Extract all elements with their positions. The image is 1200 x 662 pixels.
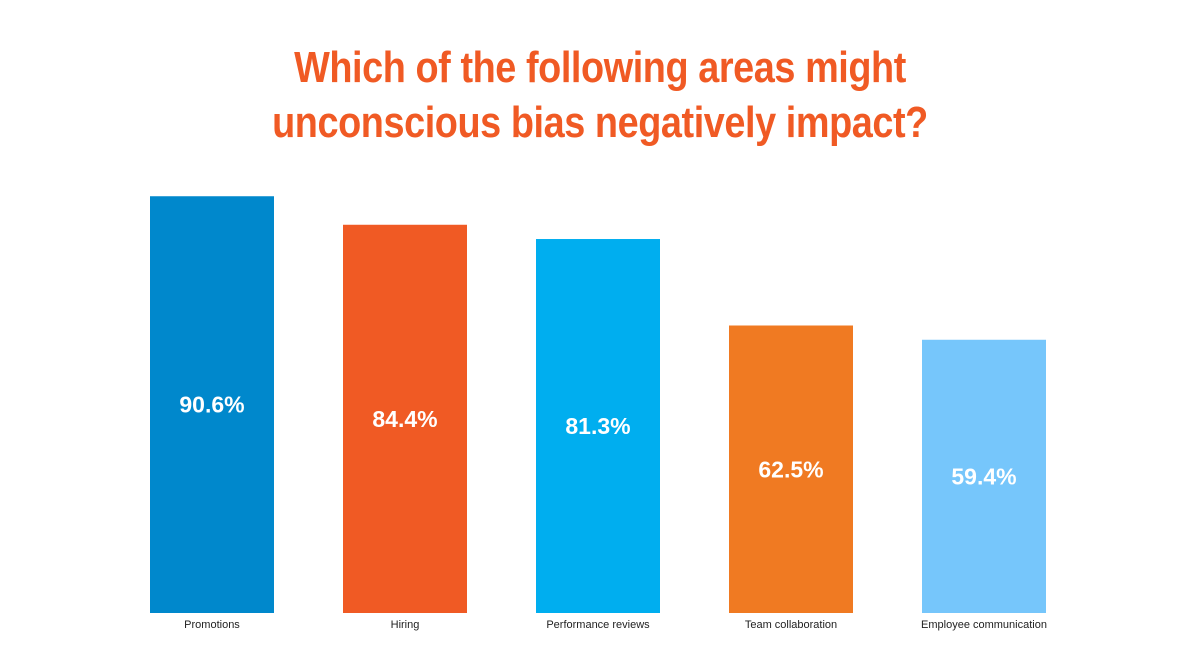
chart-title-line-2: unconscious bias negatively impact?: [272, 98, 928, 147]
value-label-hiring: 84.4%: [372, 406, 437, 432]
category-label-hiring: Hiring: [391, 619, 420, 631]
category-label-promotions: Promotions: [184, 619, 240, 631]
chart-title-line-1: Which of the following areas might: [294, 43, 906, 92]
bar-employee-communication: [922, 339, 1046, 613]
bar-hiring: [343, 224, 467, 613]
value-label-performance-reviews: 81.3%: [565, 413, 630, 439]
bar-performance-reviews: [536, 239, 660, 613]
value-label-promotions: 90.6%: [179, 392, 244, 418]
value-label-employee-communication: 59.4%: [951, 463, 1016, 489]
bar-promotions: [150, 196, 274, 614]
category-label-employee-communication: Employee communication: [921, 619, 1047, 631]
chart-title: Which of the following areas might uncon…: [84, 40, 1116, 150]
value-label-team-collaboration: 62.5%: [758, 456, 823, 482]
bar-team-collaboration: [729, 325, 853, 613]
category-label-performance-reviews: Performance reviews: [546, 619, 650, 631]
category-label-team-collaboration: Team collaboration: [745, 619, 837, 631]
